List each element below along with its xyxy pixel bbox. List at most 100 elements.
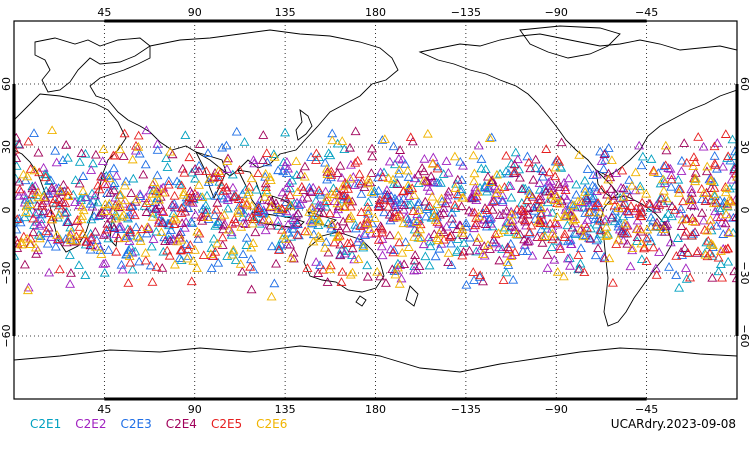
marker-c2e6 [473,233,484,242]
marker-c2e3 [373,185,384,195]
marker-c2e3 [281,197,292,206]
marker-c2e6 [332,198,343,208]
marker-c2e1 [715,259,726,269]
marker-c2e1 [615,192,626,202]
lat-tick-label-left: −30 [0,261,13,284]
marker-c2e6 [658,185,669,195]
marker-c2e5 [523,157,534,167]
marker-c2e6 [618,191,629,201]
marker-c2e5 [641,233,652,243]
marker-c2e6 [549,195,560,205]
marker-c2e5 [722,243,733,253]
marker-c2e4 [516,184,527,193]
marker-c2e5 [140,255,151,265]
marker-c2e6 [151,188,162,198]
marker-c2e3 [134,256,145,266]
marker-c2e6 [307,203,318,212]
marker-c2e2 [491,184,502,194]
marker-c2e2 [473,140,484,150]
marker-c2e3 [57,155,68,164]
marker-c2e1 [280,127,291,137]
marker-c2e6 [552,191,563,201]
marker-c2e3 [588,170,599,179]
marker-c2e4 [522,236,533,246]
marker-c2e3 [621,185,632,194]
marker-c2e4 [617,226,627,236]
frame-bar-top [104,19,647,23]
marker-c2e6 [324,264,335,274]
marker-c2e6 [18,169,29,179]
marker-c2e3 [413,197,424,207]
marker-c2e4 [458,246,469,256]
marker-c2e1 [190,173,201,183]
marker-c2e1 [228,246,239,256]
marker-c2e6 [265,175,276,184]
marker-c2e5 [94,184,105,194]
marker-c2e6 [52,230,63,239]
marker-c2e4 [212,197,223,207]
marker-c2e6 [546,189,557,199]
marker-c2e6 [77,211,88,220]
marker-c2e2 [102,179,113,189]
marker-c2e6 [573,196,583,206]
marker-c2e5 [617,165,628,175]
marker-c2e4 [690,227,701,236]
marker-c2e5 [184,152,195,162]
marker-c2e1 [251,184,262,194]
marker-c2e6 [709,189,720,199]
marker-c2e6 [550,162,561,172]
marker-c2e5 [23,136,34,146]
marker-c2e4 [528,174,539,184]
marker-c2e3 [214,217,225,227]
marker-c2e1 [709,191,720,201]
marker-c2e5 [522,195,533,204]
legend-item-c2e2: C2E2 [75,417,107,431]
marker-c2e1 [424,260,435,270]
marker-c2e1 [502,218,513,227]
marker-c2e6 [604,253,615,263]
marker-c2e4 [510,225,520,235]
marker-c2e3 [326,223,337,233]
marker-c2e1 [564,253,575,262]
marker-c2e5 [457,250,468,260]
marker-c2e4 [38,206,49,216]
marker-c2e6 [491,169,502,179]
marker-c2e6 [394,278,405,288]
marker-c2e4 [538,166,548,175]
marker-c2e4 [632,232,643,242]
marker-c2e5 [133,130,144,140]
marker-c2e3 [461,221,472,231]
marker-c2e2 [375,167,386,177]
marker-c2e3 [677,250,688,259]
marker-c2e5 [162,245,173,255]
marker-c2e1 [70,175,81,184]
marker-c2e6 [127,154,138,164]
marker-c2e2 [51,157,62,167]
marker-c2e5 [498,275,509,284]
marker-c2e6 [98,144,109,153]
marker-c2e4 [125,227,136,237]
marker-c2e6 [574,150,585,159]
marker-c2e5 [189,188,200,198]
legend-item-c2e1: C2E1 [30,417,62,431]
marker-c2e6 [264,172,275,181]
marker-c2e1 [666,211,677,221]
marker-c2e6 [322,169,333,178]
marker-c2e6 [379,134,390,143]
marker-c2e2 [498,208,509,218]
marker-c2e1 [76,192,87,202]
marker-c2e5 [449,199,460,209]
marker-c2e3 [140,159,151,169]
marker-c2e6 [165,146,176,156]
marker-c2e5 [277,204,288,214]
lon-tick-label-bottom: 45 [97,403,111,416]
marker-c2e2 [654,247,665,256]
marker-c2e5 [261,148,272,157]
marker-c2e1 [403,200,414,209]
marker-c2e4 [323,247,334,257]
marker-c2e6 [172,236,183,246]
marker-c2e4 [367,151,378,161]
marker-c2e3 [322,174,333,184]
marker-c2e2 [148,234,159,243]
marker-c2e4 [443,257,454,266]
